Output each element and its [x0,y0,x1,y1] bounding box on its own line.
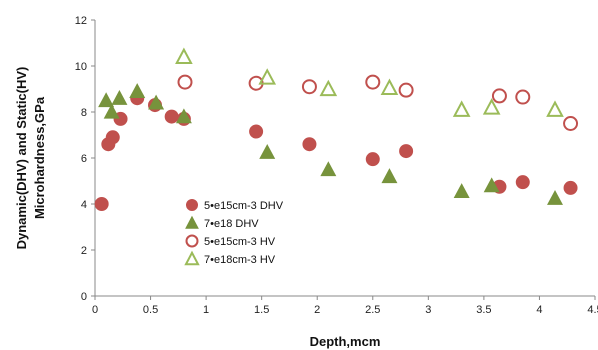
data-point [365,152,380,167]
data-point [320,161,337,177]
data-point [111,89,128,105]
series-2 [98,83,563,205]
x-tick-label: 1 [203,304,209,316]
legend-label: 5•e15cm-3 DHV [204,200,284,212]
x-tick-label: 1.5 [254,304,269,316]
x-tick-label: 2.5 [365,304,380,316]
data-point [177,74,193,90]
data-point [103,103,120,119]
data-point [515,175,530,190]
data-point [301,79,317,95]
legend-marker [185,215,199,229]
data-point [380,78,399,96]
data-point [381,168,398,184]
legend-label: 7•e18 DHV [204,218,259,230]
data-point [302,137,317,152]
y-tick-label: 12 [75,15,87,27]
data-point [398,82,414,98]
series-3 [177,74,579,131]
x-tick-label: 2 [314,304,320,316]
series-4 [175,47,564,117]
data-point [482,98,501,115]
data-point [148,94,165,110]
data-point [483,177,500,193]
data-point [94,197,109,211]
data-point [98,92,115,108]
y-tick-label: 2 [81,245,87,257]
x-tick-label: 3 [425,304,431,316]
x-tick-label: 4.5 [587,304,598,316]
legend-marker [186,199,198,211]
data-point [259,144,276,159]
data-point [452,100,471,117]
y-axis-label-line1: Dynamic(DHV) and Static(HV) [14,67,29,250]
data-point [249,124,264,139]
data-point [399,144,414,159]
data-point [563,180,578,195]
data-point [453,183,470,199]
legend-label: 5•e15cm-3 HV [204,236,276,248]
data-point [365,74,381,90]
series-1 [94,91,578,211]
data-points [94,47,579,211]
tick-labels: 0 2 4 6 8 10 12 0 0.5 1 1.5 2 2.5 3 3.5 4 4.5 [75,15,598,316]
data-point [129,83,146,98]
y-tick-label: 6 [81,153,87,165]
x-tick-label: 4 [536,304,542,316]
y-axis-label-line2: Microhardness,GPa [32,96,47,219]
legend: 5•e15cm-3 DHV 7•e18 DHV 5•e15cm-3 HV 7•e18c… [184,199,284,266]
data-point [515,89,531,105]
data-point [105,130,120,145]
x-axis-label: Depth,mcm [310,334,381,349]
x-tick-label: 3.5 [476,304,491,316]
data-point [563,116,579,131]
data-point [319,79,338,97]
legend-marker [185,234,199,248]
axes [91,19,596,300]
y-tick-label: 0 [81,291,87,303]
x-tick-label: 0 [92,304,98,316]
x-tick-label: 0.5 [143,304,158,316]
data-point [164,109,179,124]
y-tick-label: 8 [81,107,87,119]
data-point [175,47,193,64]
y-tick-label: 4 [81,199,87,211]
data-point [258,68,277,85]
data-point [175,108,192,124]
data-point [546,100,564,117]
legend-label: 7•e18cm-3 HV [204,254,276,266]
data-point [547,190,563,205]
legend-marker [184,250,200,266]
data-point [491,88,507,104]
y-tick-label: 10 [75,61,87,73]
